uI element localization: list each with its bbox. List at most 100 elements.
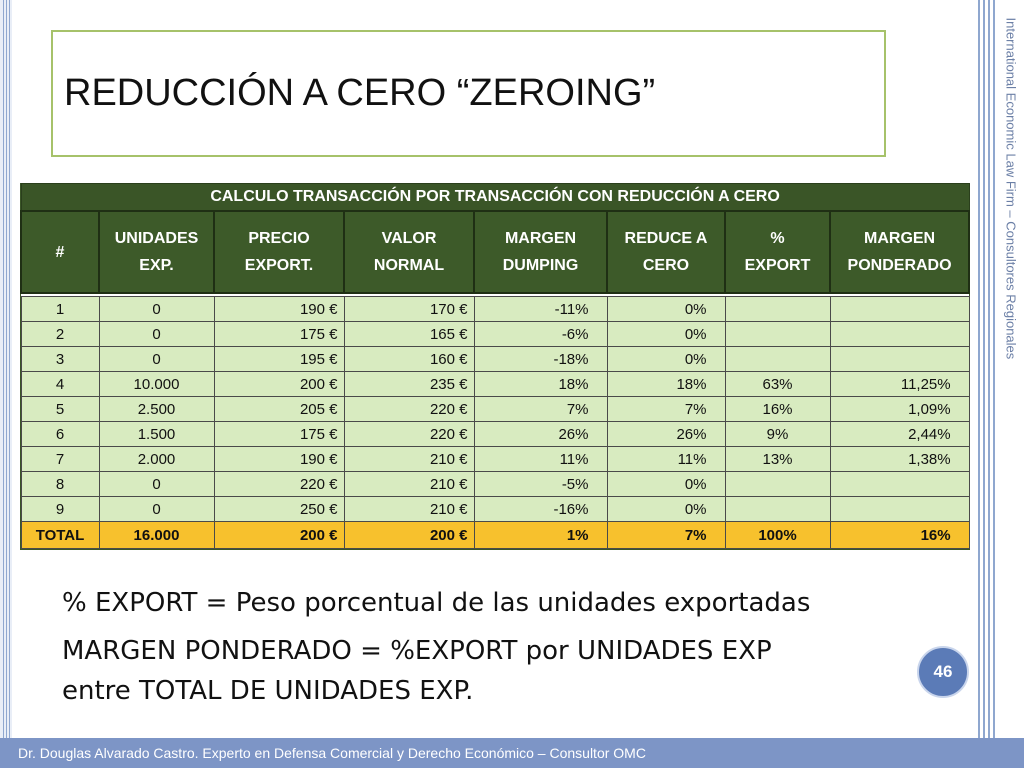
column-header-5: REDUCE A CERO	[606, 210, 726, 294]
table-cell: 250 €	[213, 496, 345, 522]
table-cell: 220 €	[343, 421, 475, 447]
table-cell: 9	[20, 496, 100, 522]
column-header-line: #	[55, 243, 65, 261]
column-header-line: DUMPING	[502, 257, 579, 274]
table-cell: 205 €	[213, 396, 345, 422]
table-cell	[829, 296, 970, 322]
table-cell: 2.000	[98, 446, 215, 472]
table-cell: 7%	[473, 396, 608, 422]
column-header-line: CERO	[642, 257, 690, 274]
total-cell: 1%	[473, 521, 608, 549]
table-cell: 0	[98, 496, 215, 522]
column-header-4: MARGEN DUMPING	[473, 210, 608, 294]
note-export-definition: % EXPORT = Peso porcentual de las unidad…	[62, 588, 811, 618]
table-row: 5 2.500 205 €220 €7% 7% 16% 1,09%	[20, 396, 970, 422]
header-separator	[21, 293, 970, 297]
table-cell: 160 €	[343, 346, 475, 372]
column-header-6: % EXPORT	[724, 210, 831, 294]
footer-bar: Dr. Douglas Alvarado Castro. Experto en …	[0, 738, 1024, 768]
table-cell	[724, 321, 831, 347]
total-cell: 16.000	[98, 521, 215, 549]
table-cell: 0%	[606, 296, 726, 322]
column-header-line: %	[770, 230, 785, 247]
table-cell: 0	[98, 321, 215, 347]
table-cell: 11%	[606, 446, 726, 472]
table-cell: -5%	[473, 471, 608, 497]
table-cell: 0%	[606, 471, 726, 497]
table-cell: 0	[98, 346, 215, 372]
table-header-row: # UNIDADES EXP. PRECIO EXPORT. VALOR NORMAL MAR…	[20, 210, 971, 294]
table-row: 6 1.500 175 €220 €26% 26% 9% 2,44%	[20, 421, 970, 447]
column-header-3: VALOR NORMAL	[343, 210, 475, 294]
table-cell	[724, 346, 831, 372]
note-margin-definition-cont: entre TOTAL DE UNIDADES EXP.	[62, 676, 474, 706]
table-cell: 1,09%	[829, 396, 970, 422]
column-header-line: EXPORT	[744, 257, 811, 274]
note-margin-definition: MARGEN PONDERADO = %EXPORT por UNIDADES …	[62, 636, 772, 666]
total-cell: 200 €	[213, 521, 345, 549]
column-header-1: UNIDADES EXP.	[98, 210, 215, 294]
column-header-line: PRECIO	[248, 230, 310, 247]
table-cell: -6%	[473, 321, 608, 347]
table-cell: 210 €	[343, 496, 475, 522]
table-cell: 10.000	[98, 371, 215, 397]
table-cell: 220 €	[213, 471, 345, 497]
calculation-table-container: CALCULO TRANSACCIÓN POR TRANSACCIÓN CON …	[20, 183, 971, 550]
page-number-badge: 46	[917, 646, 969, 698]
table-title: CALCULO TRANSACCIÓN POR TRANSACCIÓN CON …	[20, 183, 970, 212]
table-cell: 8	[20, 471, 100, 497]
table-cell	[829, 321, 970, 347]
left-border-decoration	[0, 0, 12, 768]
table-cell: 2,44%	[829, 421, 970, 447]
table-cell: 210 €	[343, 471, 475, 497]
table-cell: 0	[98, 296, 215, 322]
table-row: 4 10.000 200 €235 €18% 18% 63% 11,25%	[20, 371, 970, 397]
column-header-line: EXPORT.	[244, 257, 314, 274]
table-cell: 7%	[606, 396, 726, 422]
table-cell: 235 €	[343, 371, 475, 397]
table-cell: 11,25%	[829, 371, 970, 397]
total-cell: 7%	[606, 521, 726, 549]
table-row: 7 2.000 190 €210 €11% 11% 13% 1,38%	[20, 446, 970, 472]
total-cell: 200 €	[343, 521, 475, 549]
table-cell: 18%	[606, 371, 726, 397]
total-cell: TOTAL	[20, 521, 100, 549]
column-header-line: NORMAL	[373, 257, 445, 274]
column-header-line: REDUCE A	[624, 230, 708, 247]
table-cell: 1.500	[98, 421, 215, 447]
table-cell: 220 €	[343, 396, 475, 422]
table-cell: 165 €	[343, 321, 475, 347]
side-caption-container: International Economic Law Firm – Consul…	[1004, 18, 1020, 460]
table-cell: -11%	[473, 296, 608, 322]
table-cell: 175 €	[213, 421, 345, 447]
table-cell	[829, 496, 970, 522]
table-row: 8 0 220 €210 € -5% 0%	[20, 471, 970, 497]
table-cell: 0%	[606, 496, 726, 522]
column-header-2: PRECIO EXPORT.	[213, 210, 345, 294]
calculation-table: CALCULO TRANSACCIÓN POR TRANSACCIÓN CON …	[20, 183, 971, 549]
table-cell: 0	[98, 471, 215, 497]
table-cell: 0%	[606, 346, 726, 372]
table-cell: -16%	[473, 496, 608, 522]
column-header-line: PONDERADO	[847, 257, 952, 274]
table-cell: 26%	[606, 421, 726, 447]
table-cell: 175 €	[213, 321, 345, 347]
table-cell: 190 €	[213, 446, 345, 472]
table-cell: 1,38%	[829, 446, 970, 472]
table-cell: 18%	[473, 371, 608, 397]
table-cell: 16%	[724, 396, 831, 422]
column-header-line: VALOR	[381, 230, 437, 247]
table-cell: 3	[20, 346, 100, 372]
table-body: 1 0 190 €170 € -11% 0% 2 0 175 €165 € -6% 0% 3 0 195…	[20, 296, 970, 549]
table-cell: 195 €	[213, 346, 345, 372]
table-cell: 5	[20, 396, 100, 422]
table-cell: 26%	[473, 421, 608, 447]
table-cell	[724, 496, 831, 522]
column-header-7: MARGEN PONDERADO	[828, 210, 971, 294]
footer-text: Dr. Douglas Alvarado Castro. Experto en …	[18, 745, 646, 761]
table-cell: 2.500	[98, 396, 215, 422]
slide-title: REDUCCIÓN A CERO “ZEROING”	[64, 72, 656, 114]
table-cell: 11%	[473, 446, 608, 472]
table-cell: 2	[20, 321, 100, 347]
table-cell: 9%	[724, 421, 831, 447]
